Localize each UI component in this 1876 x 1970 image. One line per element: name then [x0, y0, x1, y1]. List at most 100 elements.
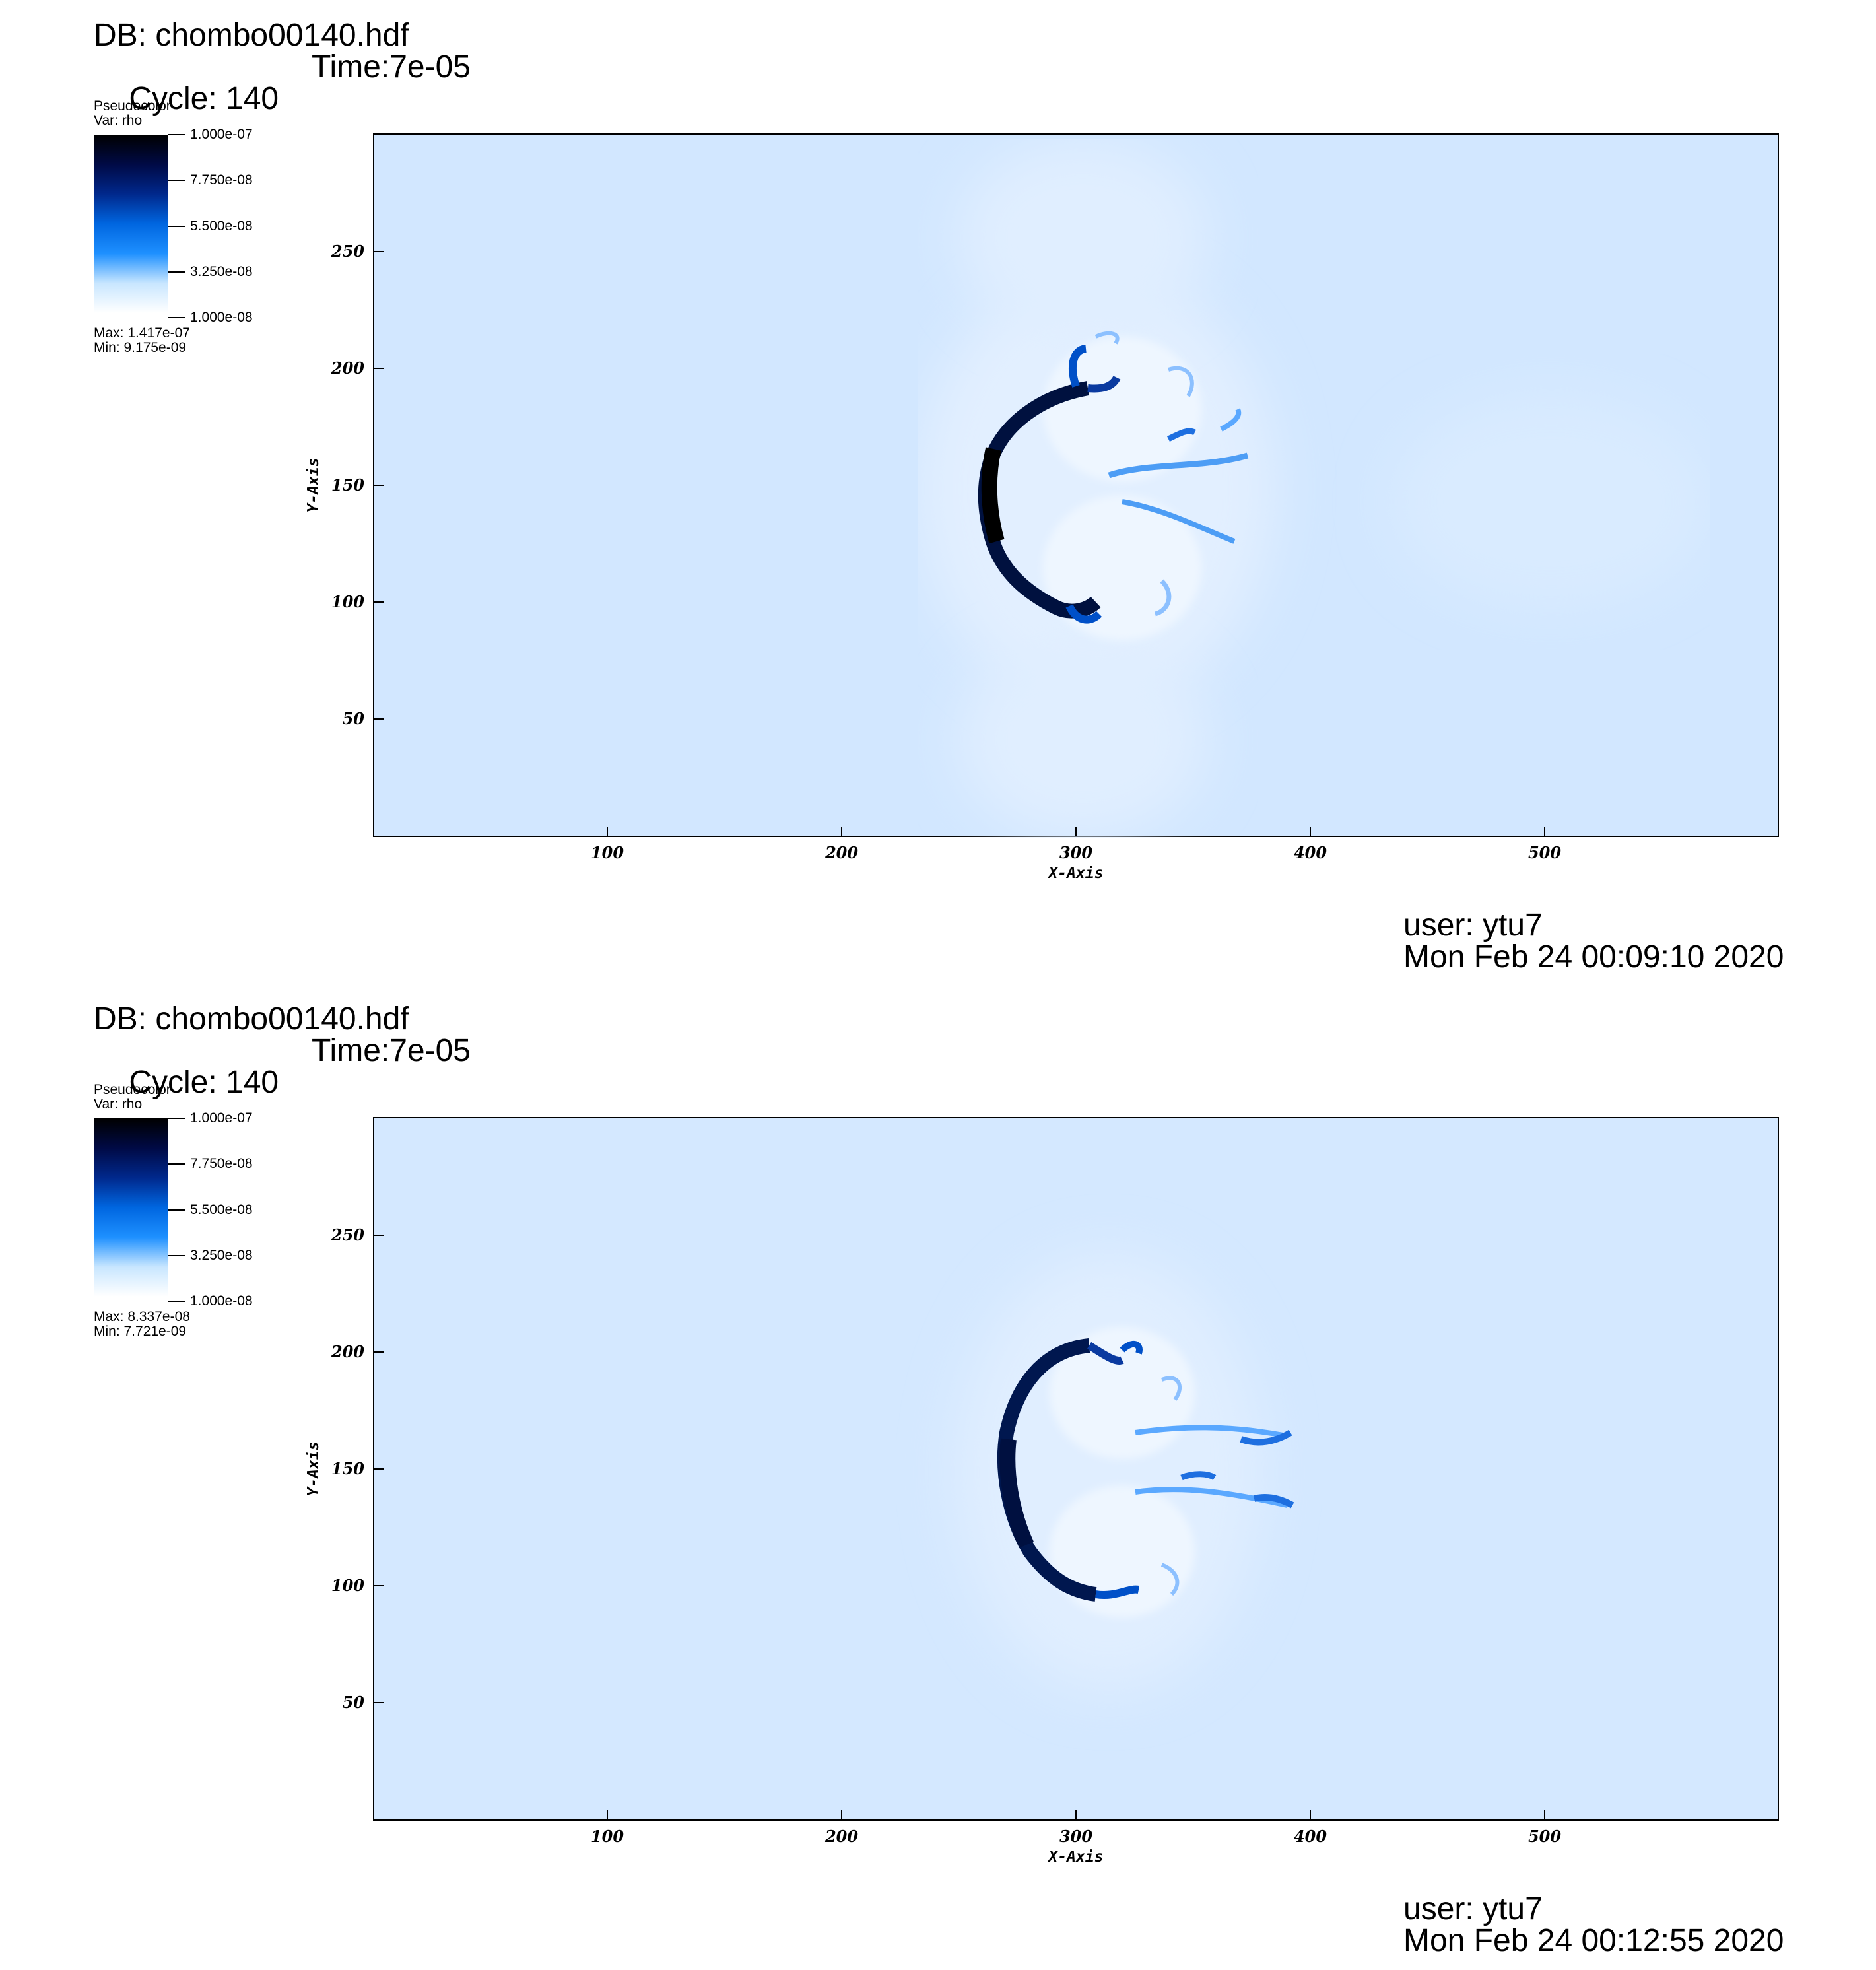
filament: [1109, 456, 1248, 475]
filament: [1180, 1471, 1217, 1481]
x-tick-label: 200: [824, 1827, 858, 1846]
colorbar-tick-label: 5.500e-08: [190, 219, 253, 234]
x-axis-ticks: [607, 1810, 1545, 1820]
colorbar-tick-label: 7.750e-08: [190, 172, 253, 187]
y-tick-label: 150: [331, 1459, 364, 1478]
plot-panel-2: DB: chombo00140.hdf Cycle: 140 Time:7e-0…: [0, 984, 1876, 1969]
filament: [1168, 431, 1195, 439]
x-tick-label: 400: [1294, 843, 1327, 862]
pseudocolor-plot: 100 200 300 400 500 50 100 150 200 250 X…: [305, 1117, 1779, 1866]
user-label: user: ytu7: [1403, 908, 1543, 943]
colorbar-tick-label: 7.750e-08: [190, 1156, 253, 1171]
colorbar-tick: [168, 180, 185, 181]
x-tick-label: 300: [1059, 1827, 1092, 1846]
colorbar-tick: [168, 226, 185, 227]
legend-var: Var: rho: [94, 1097, 143, 1112]
colorbar-tick: [168, 134, 185, 135]
time-label: Time:7e-05: [312, 50, 471, 85]
x-tick-label: 500: [1528, 1827, 1561, 1846]
y-tick-label: 200: [331, 358, 364, 378]
filament: [1087, 1342, 1124, 1365]
density-field: [918, 139, 1710, 838]
colorbar-tick: [168, 1209, 185, 1211]
y-tick-label: 100: [331, 592, 364, 611]
colorbar-tick: [168, 1118, 185, 1119]
x-tick-label: 400: [1294, 1827, 1327, 1846]
legend-var: Var: rho: [94, 113, 143, 128]
colorbar-tick-label: 3.250e-08: [190, 264, 253, 279]
y-tick-label: 50: [343, 1693, 365, 1712]
cycle-time-row: Cycle: 140 Time:7e-05: [94, 51, 471, 178]
date-label: Mon Feb 24 00:12:55 2020: [1403, 1923, 1784, 1958]
legend-plot-type: Pseudocolor: [94, 98, 171, 114]
min-label: Min: 7.721e-09: [94, 1324, 187, 1339]
x-tick-label: 200: [824, 843, 858, 862]
filament: [1122, 502, 1234, 541]
colorbar-tick-label: 1.000e-07: [190, 1110, 253, 1126]
colorbar-tick-label: 1.000e-08: [190, 310, 253, 325]
filament: [1069, 606, 1099, 620]
shock-core: [999, 1438, 1034, 1549]
shock-core: [989, 449, 997, 541]
vortex: [1043, 337, 1201, 482]
plot-panel-1: DB: chombo00140.hdf Cycle: 140 Time:7e-0…: [94, 18, 1784, 974]
colorbar-tick-label: 3.250e-08: [190, 1248, 253, 1263]
filament: [1160, 1563, 1180, 1596]
x-axis-ticks: [607, 827, 1545, 836]
colorbar: [94, 1118, 168, 1297]
colorbar-tick-label: 1.000e-08: [190, 1293, 253, 1308]
y-tick-label: 50: [343, 709, 365, 728]
y-axis-ticks: [374, 1235, 384, 1703]
y-tick-label: 100: [331, 1576, 364, 1595]
x-tick-label: 300: [1059, 843, 1092, 862]
filament: [1073, 349, 1086, 386]
filament: [1253, 1494, 1294, 1509]
filament: [1240, 1429, 1292, 1446]
x-tick-label: 100: [591, 1827, 624, 1846]
max-label: Max: 8.337e-08: [94, 1309, 190, 1324]
user-label: user: ytu7: [1403, 1891, 1543, 1926]
density-lobe: [1393, 396, 1710, 607]
y-tick-label: 200: [331, 1342, 364, 1361]
legend-plot-type: Pseudocolor: [94, 1082, 171, 1097]
filament: [1088, 378, 1117, 388]
cycle-label: Cycle: 140: [129, 1065, 279, 1100]
colorbar-tick: [168, 317, 185, 318]
colorbar-tick-label: 1.000e-07: [190, 127, 253, 142]
filament: [1096, 333, 1118, 343]
y-tick-label: 250: [331, 1225, 364, 1244]
colorbar: [94, 135, 168, 313]
filament: [1120, 1341, 1143, 1355]
density-field: [957, 1254, 1294, 1690]
x-tick-label: 100: [591, 843, 624, 862]
vortex: [1050, 1485, 1195, 1617]
x-axis-label: X-Axis: [1047, 1849, 1103, 1866]
y-tick-label: 250: [331, 242, 364, 261]
y-axis-ticks: [374, 251, 384, 720]
colorbar-tick: [168, 271, 185, 273]
x-tick-label: 500: [1528, 843, 1561, 862]
min-label: Min: 9.175e-09: [94, 340, 187, 355]
db-label: DB: chombo00140.hdf: [94, 18, 409, 53]
filament: [1160, 1376, 1182, 1401]
filament: [1155, 581, 1169, 614]
density-lobe: [957, 139, 1208, 337]
colorbar-tick: [168, 1163, 185, 1165]
db-label: DB: chombo00140.hdf: [94, 1002, 409, 1036]
y-axis-label: Y-Axis: [305, 1441, 322, 1496]
density-lobe: [957, 640, 1208, 838]
cycle-time-row: Cycle: 140 Time:7e-05: [94, 1035, 471, 1162]
pseudocolor-plot: 100 200 300 400 500 50 100 150 200 250 X…: [305, 133, 1779, 882]
filament: [1095, 1585, 1140, 1599]
x-axis-label: X-Axis: [1047, 865, 1103, 882]
filament: [1135, 1425, 1288, 1439]
colorbar-tick: [168, 1301, 185, 1302]
cycle-label: Cycle: 140: [129, 81, 279, 116]
max-label: Max: 1.417e-07: [94, 325, 190, 341]
filament: [1221, 409, 1238, 429]
time-label: Time:7e-05: [312, 1033, 471, 1068]
colorbar-tick: [168, 1255, 185, 1256]
colorbar-tick-label: 5.500e-08: [190, 1202, 253, 1217]
date-label: Mon Feb 24 00:09:10 2020: [1403, 939, 1784, 974]
vortex: [1050, 1327, 1195, 1459]
